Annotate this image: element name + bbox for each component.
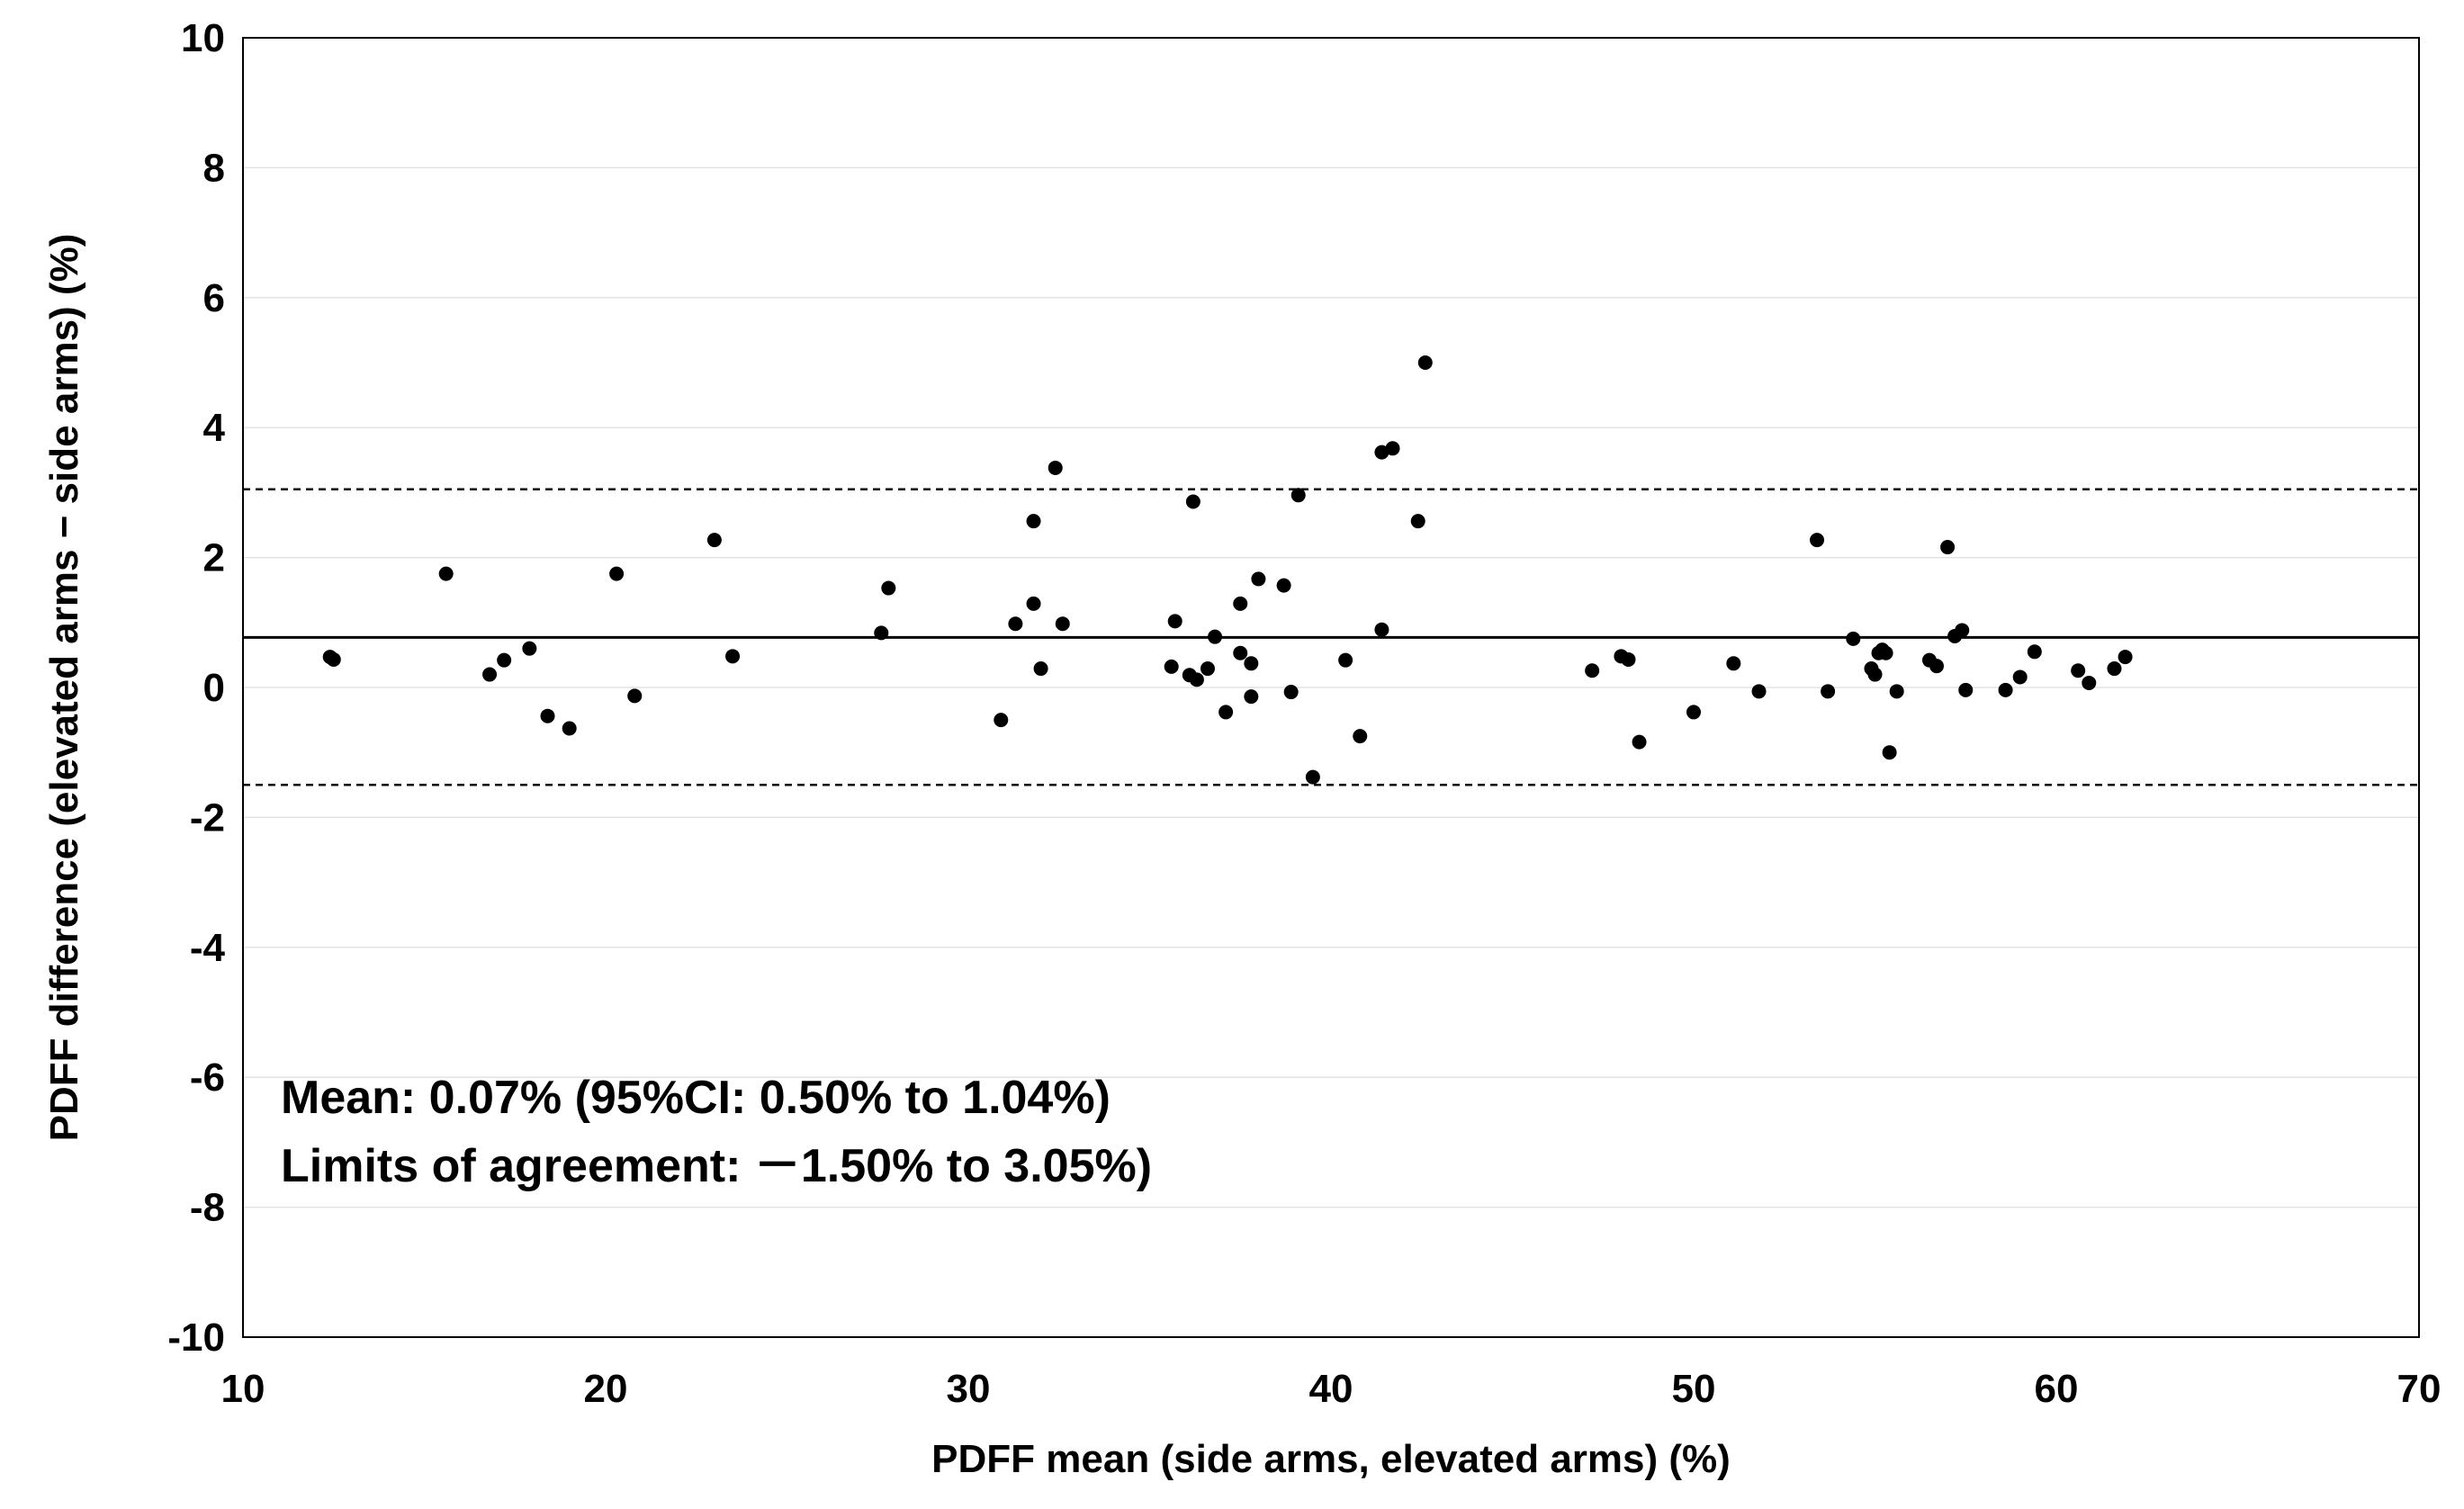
data-point: [2071, 663, 2086, 678]
data-point: [1233, 645, 1248, 660]
data-point: [1167, 614, 1183, 629]
data-point: [1821, 684, 1836, 699]
data-point: [562, 721, 577, 736]
x-tick-label: 20: [584, 1367, 628, 1411]
data-point: [1385, 441, 1400, 456]
data-point: [1283, 685, 1299, 700]
data-point: [326, 651, 341, 667]
data-point: [1185, 494, 1201, 509]
annotation-limits-of-agreement: Limits of agreement: －1.50% to 3.05%): [281, 1140, 1152, 1192]
data-point: [1251, 571, 1266, 587]
y-tick-label: 2: [203, 536, 225, 580]
data-point: [874, 625, 889, 641]
y-tick-label: -8: [190, 1186, 225, 1230]
data-point: [627, 688, 643, 704]
x-axis-title: PDFF mean (side arms, elevated arms) (%): [931, 1437, 1731, 1481]
data-point: [1686, 705, 1701, 720]
data-point: [1338, 652, 1353, 668]
data-point: [1219, 705, 1234, 720]
data-point: [1846, 631, 1861, 646]
annotation-mean: Mean: 0.07% (95%CI: 0.50% to 1.04%): [281, 1072, 1111, 1124]
data-point: [1751, 684, 1767, 699]
data-point: [725, 649, 741, 664]
x-tick-label: 10: [221, 1367, 265, 1411]
data-point: [1585, 663, 1600, 678]
data-point: [1055, 616, 1070, 632]
data-point: [1940, 540, 1956, 555]
y-axis-tick-labels: 10 8 6 4 2 0 -2 -4 -6 -8 -10: [167, 16, 225, 1360]
data-point: [1878, 645, 1893, 660]
reference-lines: [243, 488, 2419, 786]
data-point: [1276, 578, 1291, 593]
data-point: [1374, 622, 1389, 637]
y-tick-label: -10: [167, 1316, 225, 1360]
data-point: [1244, 656, 1259, 671]
data-point: [1189, 672, 1204, 687]
data-point: [2082, 675, 2097, 690]
data-point: [1958, 682, 1974, 697]
data-point: [1244, 689, 1259, 705]
data-point: [1200, 661, 1215, 677]
data-point: [1632, 734, 1647, 750]
y-tick-label: 0: [203, 666, 225, 710]
data-point: [1164, 659, 1179, 674]
data-point: [609, 566, 625, 581]
y-tick-label: 10: [181, 16, 225, 60]
data-point: [1929, 659, 1945, 674]
y-tick-label: -2: [190, 795, 225, 840]
data-point: [1048, 460, 1063, 475]
data-point: [1810, 533, 1825, 548]
data-point: [1417, 355, 1433, 370]
data-point: [1208, 629, 1223, 644]
data-point: [1889, 684, 1904, 699]
x-tick-label: 50: [1672, 1367, 1716, 1411]
data-point: [1955, 623, 1970, 638]
data-point: [2027, 644, 2042, 660]
data-point: [1882, 745, 1897, 760]
data-point: [1026, 514, 1041, 529]
data-point: [994, 713, 1009, 728]
data-point: [1998, 682, 2013, 697]
data-point: [881, 580, 896, 596]
data-point: [522, 641, 537, 656]
data-point: [1026, 596, 1041, 611]
x-tick-label: 60: [2035, 1367, 2079, 1411]
y-tick-label: 8: [203, 146, 225, 190]
y-tick-label: -6: [190, 1055, 225, 1100]
data-point: [482, 667, 498, 682]
y-tick-label: -4: [190, 926, 226, 970]
data-point: [1621, 651, 1636, 667]
data-point: [2118, 650, 2133, 665]
data-point: [1867, 667, 1883, 682]
data-point: [1008, 616, 1023, 632]
data-point: [2012, 669, 2028, 685]
x-tick-label: 40: [1309, 1367, 1353, 1411]
y-tick-label: 6: [203, 276, 225, 320]
data-point: [1233, 596, 1248, 611]
data-point: [706, 533, 722, 548]
data-point: [1374, 445, 1389, 460]
y-axis-title: PDFF difference (elevated arms − side ar…: [42, 234, 86, 1142]
data-point: [1353, 729, 1368, 744]
data-point: [497, 652, 512, 668]
x-tick-label: 30: [947, 1367, 991, 1411]
data-point: [2107, 661, 2122, 677]
data-points: [322, 355, 2133, 785]
data-point: [1033, 661, 1048, 677]
data-point: [540, 708, 555, 723]
x-tick-label: 70: [2397, 1367, 2442, 1411]
data-point: [1726, 656, 1741, 671]
x-axis-tick-labels: 10 20 30 40 50 60 70: [221, 1367, 2442, 1411]
plot-area-frame: [242, 37, 2420, 1338]
data-point: [1410, 514, 1425, 529]
data-point: [438, 566, 454, 581]
y-tick-label: 4: [203, 406, 226, 450]
data-point: [1290, 488, 1306, 503]
data-point: [1305, 769, 1320, 785]
